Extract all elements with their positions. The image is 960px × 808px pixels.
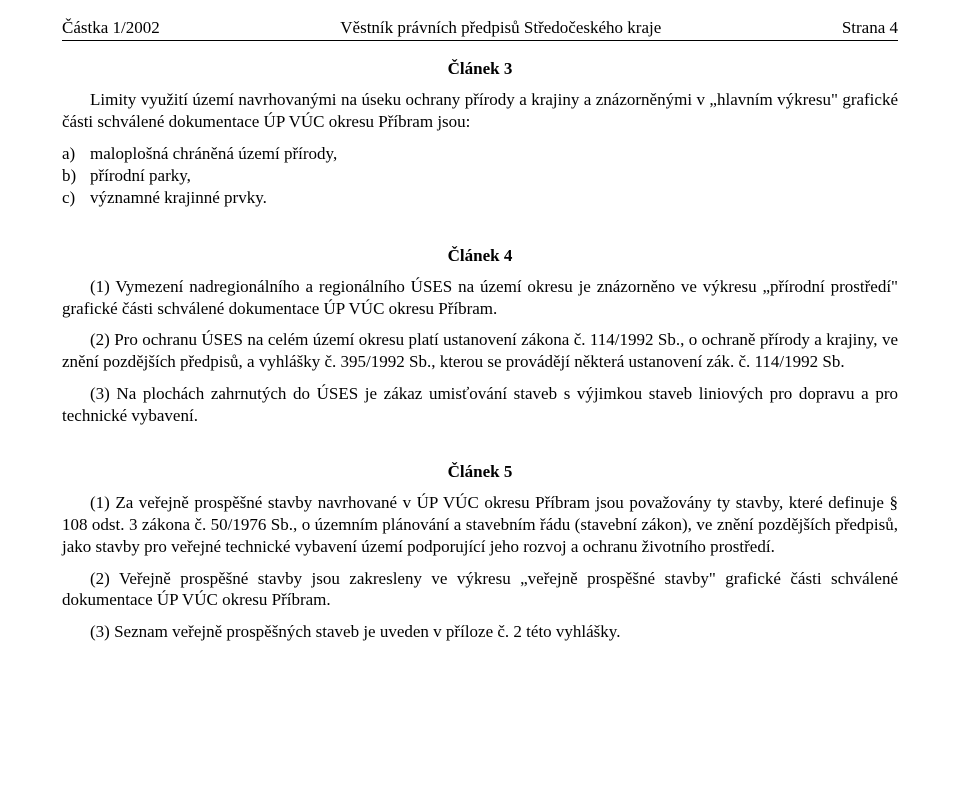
article-4-p1: (1) Vymezení nadregionálního a regionáln… bbox=[62, 276, 898, 320]
article-4-title: Článek 4 bbox=[62, 246, 898, 266]
article-4-p2: (2) Pro ochranu ÚSES na celém území okre… bbox=[62, 329, 898, 373]
article-3-p1: Limity využití území navrhovanými na úse… bbox=[62, 89, 898, 133]
list-text: významné krajinné prvky. bbox=[90, 187, 267, 209]
list-marker: a) bbox=[62, 143, 90, 165]
header-right: Strana 4 bbox=[842, 18, 898, 38]
list-marker: b) bbox=[62, 165, 90, 187]
article-5-p2: (2) Veřejně prospěšné stavby jsou zakres… bbox=[62, 568, 898, 612]
article-3-list: a) maloplošná chráněná území přírody, b)… bbox=[62, 143, 898, 210]
list-item: c) významné krajinné prvky. bbox=[62, 187, 898, 209]
list-item: b) přírodní parky, bbox=[62, 165, 898, 187]
page-header: Částka 1/2002 Věstník právních předpisů … bbox=[62, 18, 898, 41]
article-4-p3: (3) Na plochách zahrnutých do ÚSES je zá… bbox=[62, 383, 898, 427]
article-5-title: Článek 5 bbox=[62, 462, 898, 482]
header-left: Částka 1/2002 bbox=[62, 18, 160, 38]
list-text: přírodní parky, bbox=[90, 165, 191, 187]
list-text: maloplošná chráněná území přírody, bbox=[90, 143, 337, 165]
article-5-p1: (1) Za veřejně prospěšné stavby navrhova… bbox=[62, 492, 898, 557]
article-5-p3: (3) Seznam veřejně prospěšných staveb je… bbox=[62, 621, 898, 643]
list-marker: c) bbox=[62, 187, 90, 209]
article-3-title: Článek 3 bbox=[62, 59, 898, 79]
list-item: a) maloplošná chráněná území přírody, bbox=[62, 143, 898, 165]
header-center: Věstník právních předpisů Středočeského … bbox=[340, 18, 661, 38]
